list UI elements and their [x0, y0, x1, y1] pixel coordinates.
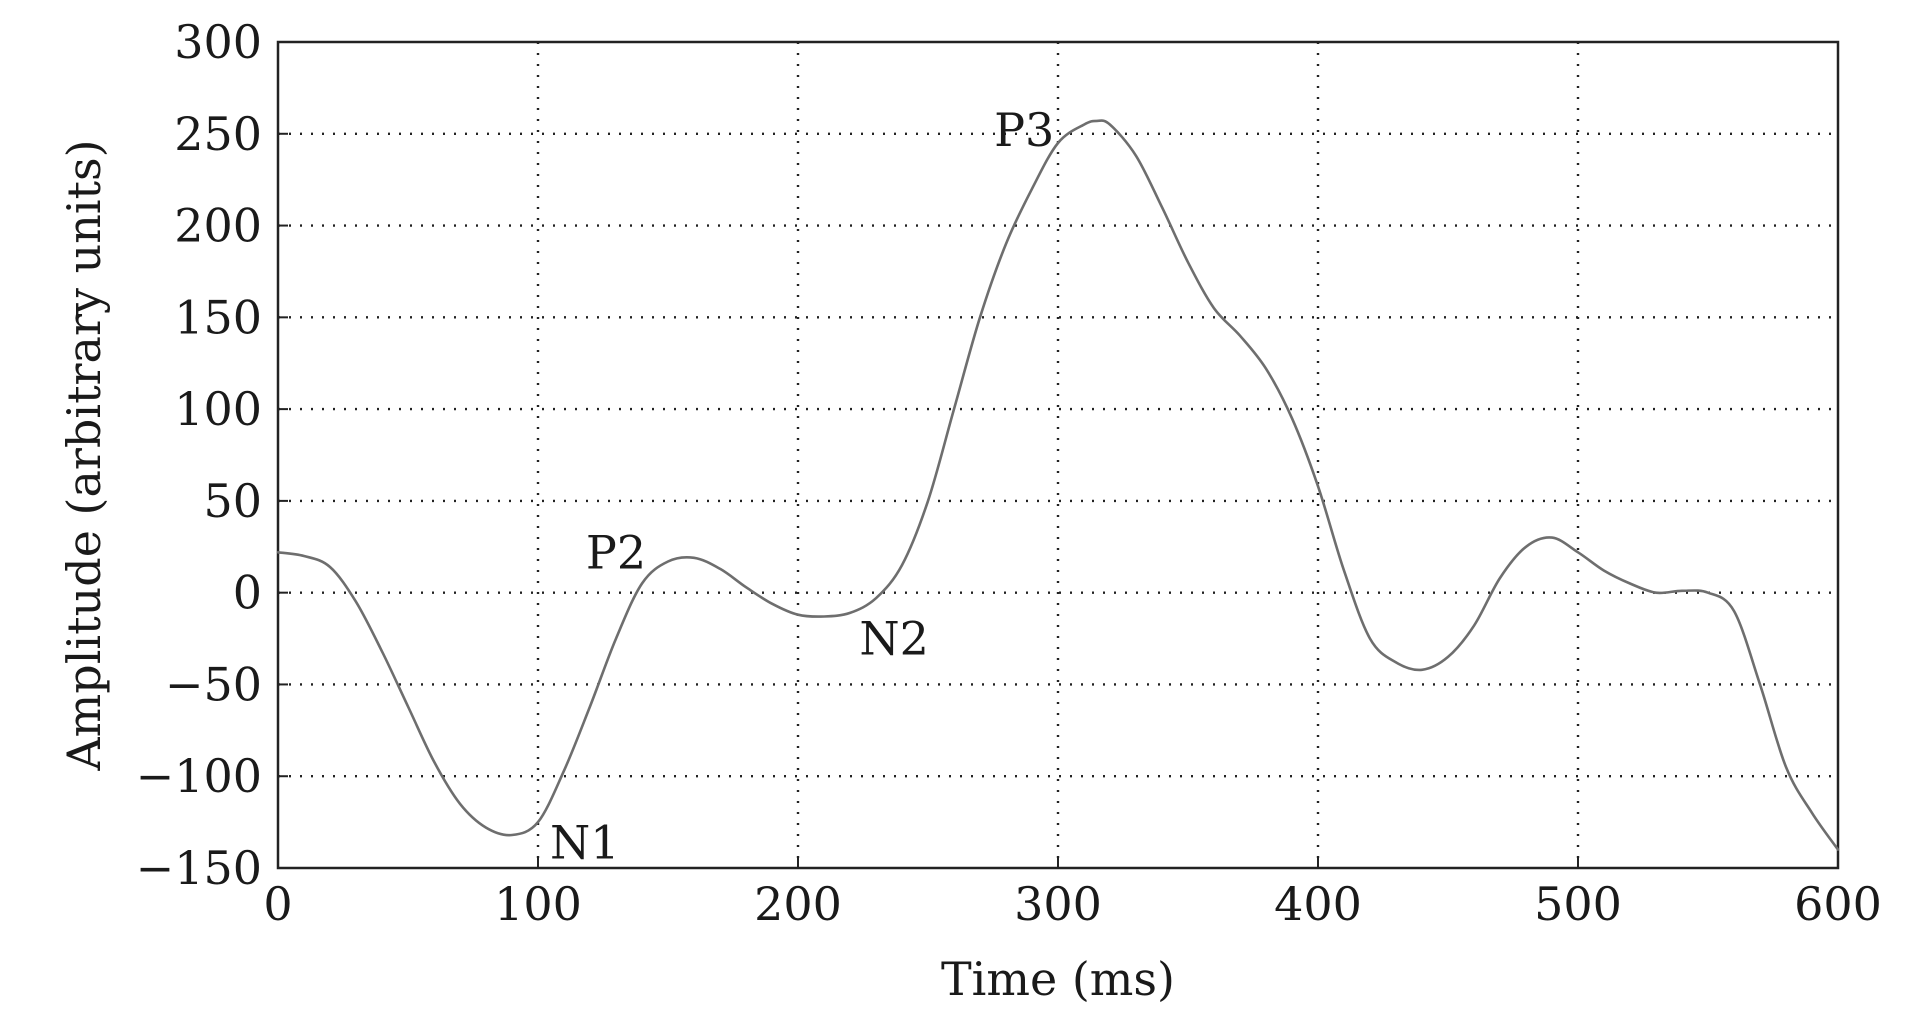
peak-annotations: P3 P2 N2 N1 — [550, 103, 1054, 869]
y-tick-label-0: 0 — [233, 566, 262, 620]
amplitude-line — [276, 119, 1840, 851]
peak-label-p2: P2 — [586, 525, 646, 579]
x-tick-label-600: 600 — [1794, 877, 1882, 931]
y-axis-title: Amplitude (arbitrary units) — [57, 139, 111, 771]
x-tick-label-500: 500 — [1534, 877, 1622, 931]
y-tick-label-100: 100 — [174, 382, 262, 436]
y-tick-label-200: 200 — [174, 199, 262, 253]
x-tick-label-100: 100 — [494, 877, 582, 931]
y-tick-label-250: 250 — [174, 107, 262, 161]
y-tick-label--150: −150 — [136, 841, 262, 895]
peak-label-n1: N1 — [550, 815, 620, 869]
x-axis-title: Time (ms) — [941, 952, 1175, 1006]
peak-label-n2: N2 — [859, 612, 929, 666]
axis-ticks: 0 100 200 300 400 500 600300250200150100500−50… — [136, 15, 1882, 931]
x-tick-label-400: 400 — [1274, 877, 1362, 931]
y-tick-label-300: 300 — [174, 15, 262, 69]
y-tick-label--100: −100 — [136, 749, 262, 803]
x-tick-label-300: 300 — [1014, 877, 1102, 931]
x-tick-label-200: 200 — [754, 877, 842, 931]
peak-label-p3: P3 — [994, 103, 1054, 157]
y-tick-label-50: 50 — [203, 474, 262, 528]
plot-frame — [276, 40, 1840, 870]
grid-lines — [278, 42, 1838, 868]
x-tick-label-0: 0 — [263, 877, 292, 931]
y-tick-label--50: −50 — [165, 657, 262, 711]
y-tick-label-150: 150 — [174, 290, 262, 344]
